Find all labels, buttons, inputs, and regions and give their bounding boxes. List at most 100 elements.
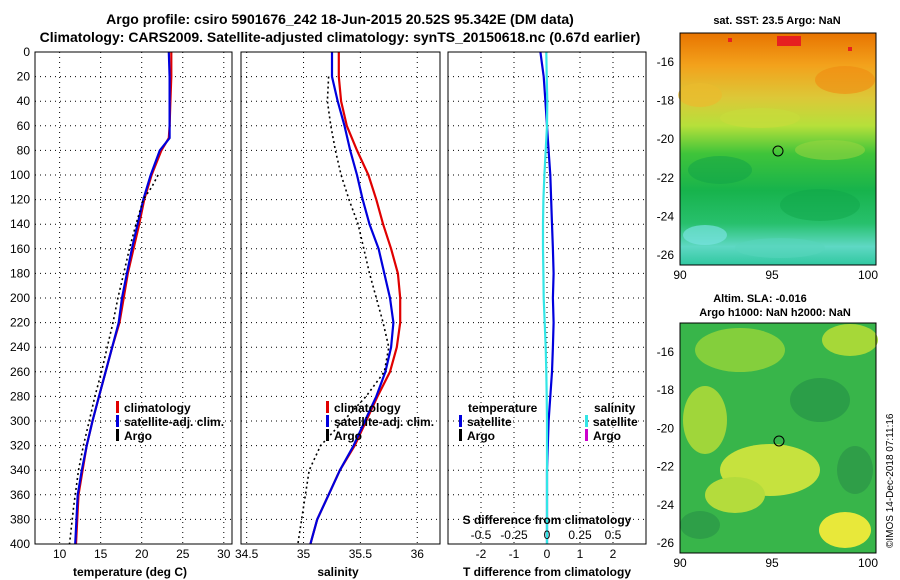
legend-s-argo-swatch [585,429,588,441]
series-line-satellite-adj-clim- [74,52,171,544]
temperature-panel: 0 20 40 60 80 100 120 140 160 180 200 220 240 260 280 3… [10,45,233,579]
depth-tick-label: 220 [10,316,30,330]
depth-tick-label: 340 [10,463,30,477]
x-tick-label: 35.5 [349,547,373,561]
legend-satellite: satellite-adj. clim. [124,415,224,429]
lat-tick-label: -18 [657,383,675,397]
t-difference-tick-labels: -2 -1 0 1 2 [476,547,617,561]
depth-tick-label: 120 [10,193,30,207]
legend-salinity-title: salinity [594,401,636,415]
temperature-grid [35,51,232,545]
legend-t-satellite-swatch [459,415,462,427]
depth-tick-label: 300 [10,414,30,428]
legend-satellite-swatch [326,415,329,427]
salinity-legend: climatology satellite-adj. clim. Argo [326,401,434,443]
temperature-xlabel: temperature (deg C) [73,565,187,579]
depth-tick-label: 40 [17,94,31,108]
legend-satellite: satellite-adj. clim. [334,415,434,429]
depth-tick-label: 160 [10,242,30,256]
x-tick-label: 10 [53,547,67,561]
salinity-xlabel: salinity [317,565,359,579]
x-tick-label: 1 [577,547,584,561]
difference-lines [539,52,555,544]
lon-tick-label: 95 [765,268,779,282]
lon-tick-label: 90 [673,556,687,570]
depth-tick-label: 320 [10,439,30,453]
series-line-argo [297,76,390,544]
lat-tick-label: -22 [657,460,675,474]
lon-tick-label: 95 [765,556,779,570]
temperature-legend: climatology satellite-adj. clim. Argo [116,401,224,443]
depth-tick-label: 380 [10,512,30,526]
lat-tick-label: -16 [657,345,675,359]
salinity-grid [241,51,440,545]
sla-map-title-line1: Altim. SLA: -0.016 [713,293,807,305]
x-tick-label: -1 [509,547,520,561]
sst-lon-tick-labels: 90 95 100 [673,268,878,282]
legend-satellite-swatch [116,415,119,427]
s-diff-tick-label: -0.25 [500,528,528,542]
x-tick-label: 36 [411,547,425,561]
argo-location-marker [772,145,784,157]
legend-climatology-swatch [116,401,119,413]
lat-tick-label: -26 [657,536,675,550]
series-line-s-satellite [541,52,549,544]
difference-grid [448,51,646,545]
legend-t-satellite: satellite [467,415,512,429]
temperature-lines [68,52,173,544]
x-tick-label: 35 [297,547,311,561]
depth-tick-label: 80 [17,143,31,157]
salinity-panel: 34.5 35 35.5 36 salinity climatology satell… [235,51,441,579]
legend-argo: Argo [124,429,152,443]
legend-t-argo: Argo [467,429,495,443]
legend-s-satellite-swatch [585,415,588,427]
salinity-lines [297,52,402,544]
sst-lat-tick-labels: -16 -18 -20 -22 -24 -26 [657,55,675,262]
lon-tick-label: 100 [858,268,878,282]
lat-tick-label: -24 [657,209,675,223]
s-diff-tick-label: 0 [544,528,551,542]
depth-tick-label: 200 [10,291,30,305]
legend-climatology: climatology [124,401,191,415]
x-tick-label: -2 [476,547,487,561]
s-difference-tick-labels: -0.5 -0.25 0 0.25 0.5 [471,528,622,542]
s-difference-label: S difference from climatology [463,513,632,527]
depth-tick-labels: 0 20 40 60 80 100 120 140 160 180 200 220 240 260 280 3… [10,45,30,551]
series-line-argo [68,174,159,544]
depth-tick-label: 240 [10,340,30,354]
depth-tick-label: 60 [17,119,31,133]
lat-tick-label: -20 [657,132,675,146]
lon-tick-label: 90 [673,268,687,282]
x-tick-label: 30 [217,547,231,561]
sst-map: sat. SST: 23.5 Argo: NaN -16 -18 -20 -22 -24… [657,15,879,282]
sst-map-title: sat. SST: 23.5 Argo: NaN [713,15,840,27]
lat-tick-label: -26 [657,248,675,262]
temperature-tick-labels: 10 15 20 25 30 [53,547,231,561]
legend-s-satellite: satellite [593,415,638,429]
t-difference-xlabel: T difference from climatology [463,565,631,579]
x-tick-label: 15 [94,547,108,561]
figure-title-line2: Climatology: CARS2009. Satellite-adjuste… [40,29,641,45]
x-tick-label: 34.5 [235,547,259,561]
lat-tick-label: -22 [657,171,675,185]
legend-argo-swatch [116,429,119,441]
depth-tick-label: 400 [10,537,30,551]
depth-tick-label: 360 [10,488,30,502]
s-diff-tick-label: -0.5 [471,528,492,542]
legend-climatology-swatch [326,401,329,413]
figure-title-line1: Argo profile: csiro 5901676_242 18-Jun-2… [106,11,574,27]
lat-tick-label: -18 [657,94,675,108]
difference-panel: -2 -1 0 1 2 -0.5 -0.25 0 0.25 0.5 S difference f… [447,51,647,579]
sla-map: Altim. SLA: -0.016 Argo h1000: NaN h2000… [657,293,879,570]
sla-map-title-line2: Argo h1000: NaN h2000: NaN [699,307,851,319]
depth-tick-label: 280 [10,389,30,403]
lon-tick-label: 100 [858,556,878,570]
series-line-satellite-adj-clim- [309,52,395,544]
depth-tick-label: 100 [10,168,30,182]
s-diff-tick-label: 0.5 [605,528,622,542]
legend-s-argo: Argo [593,429,621,443]
depth-tick-label: 140 [10,217,30,231]
argo-location-marker [773,435,785,447]
sla-lat-tick-labels: -16 -18 -20 -22 -24 -26 [657,345,675,550]
